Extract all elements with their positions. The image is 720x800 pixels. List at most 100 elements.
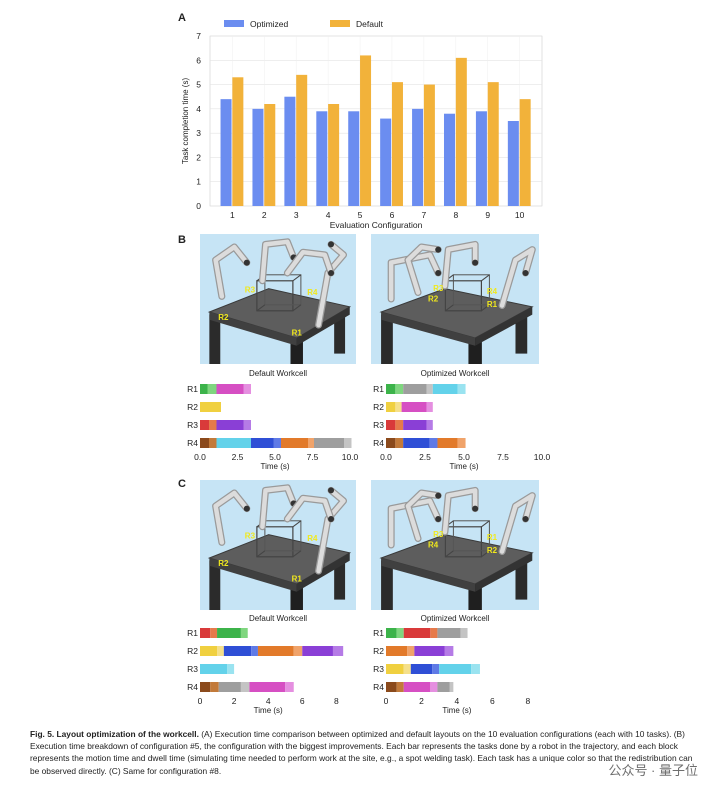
y-tick-label: 1 <box>196 177 201 187</box>
task-block-r4 <box>386 438 396 448</box>
figure-caption: Fig. 5. Layout optimization of the workc… <box>30 728 700 777</box>
panel-letter-a: A <box>178 12 186 24</box>
task-block-r4 <box>449 682 454 692</box>
x-tick-label: 6 <box>390 210 395 220</box>
task-block-r3 <box>216 420 244 430</box>
task-block-r2 <box>200 646 218 656</box>
robot-gripper <box>435 492 442 499</box>
robot-row-label: R1 <box>187 384 198 394</box>
frame-cage <box>481 304 490 312</box>
x-tick-label: 10 <box>515 210 525 220</box>
frame-cage <box>256 526 294 558</box>
panel-letter-b: B <box>178 234 186 246</box>
robot-row-label: R1 <box>373 384 384 394</box>
caption-title: Fig. 5. Layout optimization of the workc… <box>30 729 199 739</box>
task-block-r4 <box>218 682 241 692</box>
task-block-r4 <box>285 682 294 692</box>
bar-default-6 <box>391 82 403 206</box>
robot-gripper <box>243 505 250 512</box>
task-block-r2 <box>414 646 445 656</box>
task-block-r1 <box>217 628 241 638</box>
table-leg <box>209 560 221 610</box>
x-tick-label: 5.0 <box>269 452 281 462</box>
task-block-r1 <box>240 628 248 638</box>
task-block-r4 <box>403 682 431 692</box>
y-tick-label: 2 <box>196 152 201 162</box>
task-block-r1 <box>386 628 397 638</box>
robot-row-label: R4 <box>187 438 198 448</box>
robot-row-label: R2 <box>187 646 198 656</box>
robot-label-r3: R3 <box>433 530 444 539</box>
x-tick-label: 5 <box>358 210 363 220</box>
frame-cage <box>481 550 490 558</box>
task-block-r4 <box>437 438 458 448</box>
frame-cage <box>481 520 490 528</box>
table-leg <box>515 560 528 600</box>
task-block-r3 <box>243 420 251 430</box>
task-block-r1 <box>430 628 438 638</box>
gantt-optimized-config5: R1 R2 R3 R4 0.0 2.5 5.0 7.5 10.0 Time (s) <box>373 384 551 471</box>
task-block-r1 <box>437 628 461 638</box>
robot-row-label: R2 <box>373 646 384 656</box>
default-workcell-title: Default Workcell <box>248 369 308 378</box>
x-tick-label: 10.0 <box>342 452 359 462</box>
task-block-r2 <box>302 646 333 656</box>
frame-cage <box>256 280 294 312</box>
x-tick-label: 6 <box>300 696 305 706</box>
task-block-r3 <box>439 664 472 674</box>
task-block-r1 <box>200 384 208 394</box>
robot-arm-highlight <box>442 242 478 289</box>
x-axis-label: Time (s) <box>442 706 471 715</box>
robot-arm-highlight <box>316 488 346 574</box>
task-block-r1 <box>403 384 427 394</box>
task-block-r2 <box>386 646 408 656</box>
robot-label-r1: R1 <box>487 300 498 309</box>
task-block-r2 <box>426 402 433 412</box>
x-tick-label: 9 <box>485 210 490 220</box>
task-block-r1 <box>243 384 251 394</box>
task-block-r1 <box>210 628 218 638</box>
robot-arm-highlight <box>499 493 535 554</box>
table-edge <box>475 552 533 592</box>
table-leg <box>209 314 221 364</box>
robot-gripper <box>243 259 250 266</box>
robot-gripper <box>328 516 335 522</box>
robot-gripper <box>435 516 442 522</box>
task-block-r3 <box>209 420 217 430</box>
robot-arm-highlight <box>285 249 334 276</box>
task-block-r3 <box>386 664 404 674</box>
bar-optimized-7 <box>412 108 424 206</box>
x-tick-label: 3 <box>294 210 299 220</box>
bar-default-5 <box>360 55 372 206</box>
task-block-r4 <box>395 438 404 448</box>
default-workcell-title-c: Default Workcell <box>248 614 308 623</box>
legend-label-default: Default <box>356 19 384 29</box>
x-tick-label: 4 <box>455 696 460 706</box>
task-block-r1 <box>396 628 404 638</box>
task-block-r1 <box>395 384 404 394</box>
y-tick-label: 0 <box>196 201 201 211</box>
table-leg <box>381 314 393 364</box>
y-axis-label: Task completion time (s) <box>181 78 190 165</box>
robot-arm-highlight <box>285 495 334 522</box>
bar-default-4 <box>328 104 340 206</box>
x-tick-label: 0 <box>384 696 389 706</box>
robot-label-r2: R2 <box>487 546 498 555</box>
task-block-r4 <box>216 438 251 448</box>
y-tick-label: 4 <box>196 104 201 114</box>
robot-label-r4: R4 <box>487 287 498 296</box>
x-tick-label: 8 <box>334 696 339 706</box>
task-block-r2 <box>257 646 294 656</box>
robot-arm-highlight <box>316 242 346 328</box>
frame-cage <box>256 304 266 312</box>
robot-arm-highlight <box>442 488 478 535</box>
bar-optimized-9 <box>475 111 487 206</box>
x-tick-label: 0.0 <box>380 452 392 462</box>
task-block-r1 <box>426 384 433 394</box>
robot-gripper <box>328 241 335 248</box>
default-workcell-render: R3 R4 R2 R1 <box>200 234 356 364</box>
task-block-r2 <box>395 402 402 412</box>
robot-arm-highlight <box>499 247 535 308</box>
frame-cage <box>292 550 302 558</box>
task-block-r4 <box>200 682 211 692</box>
